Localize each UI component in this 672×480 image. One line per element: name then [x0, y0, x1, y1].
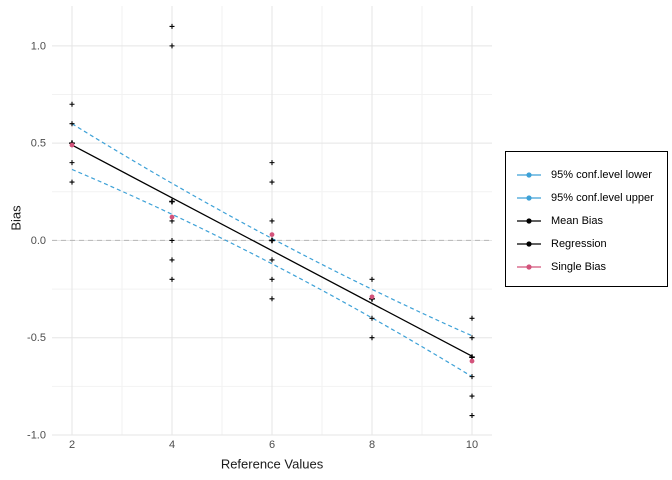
y-axis-title: Bias [8, 205, 24, 231]
single-bias-point [469, 335, 475, 341]
single-bias-point [269, 179, 275, 185]
single-bias-highlight-point [69, 142, 75, 148]
y-tick-label: 1.0 [31, 40, 46, 52]
legend-label: Single Bias [551, 260, 607, 273]
conf-level-lower-line [71, 168, 473, 378]
regression-line [71, 144, 473, 357]
legend-label: 95% conf.level upper [551, 191, 654, 204]
mean-bias-point [169, 198, 175, 205]
single-bias-point [269, 296, 275, 302]
single-bias-point [169, 276, 175, 282]
x-tick-label: 2 [69, 439, 75, 451]
single-bias-point [469, 315, 475, 321]
x-tick-label: 10 [466, 439, 478, 451]
y-tick-label: 0.5 [31, 138, 46, 150]
single-bias-highlight-point [269, 232, 275, 238]
x-tick-label: 8 [369, 439, 375, 451]
legend-key-icon [517, 240, 541, 247]
mean-bias-point [269, 237, 275, 244]
legend-key-icon [517, 194, 541, 201]
legend-item-single-bias: Single Bias [516, 255, 663, 278]
single-bias-point [69, 101, 75, 107]
x-axis-title: Reference Values [220, 456, 324, 472]
conf-level-upper-line [71, 123, 473, 337]
single-bias-point [369, 276, 375, 282]
x-tick-label: 4 [169, 439, 175, 451]
legend-item-95-conf-level-upper: 95% conf.level upper [516, 186, 663, 209]
single-bias-point [69, 160, 75, 166]
y-tick-label: -0.5 [27, 332, 46, 344]
legend-key-icon [517, 217, 541, 224]
single-bias-highlight-point [469, 358, 475, 364]
single-bias-point [269, 218, 275, 224]
single-bias-point [469, 374, 475, 380]
x-tick-label: 6 [269, 439, 275, 451]
legend-label: 95% conf.level lower [551, 168, 652, 181]
single-bias-point [169, 237, 175, 243]
legend-item-mean-bias: Mean Bias [516, 209, 663, 232]
legend-key-icon [517, 263, 541, 270]
single-bias-point [469, 393, 475, 399]
legend: 95% conf.level lower 95% conf.level upper… [505, 151, 668, 287]
single-bias-point [169, 23, 175, 29]
single-bias-point [269, 160, 275, 166]
single-bias-point [269, 276, 275, 282]
single-bias-point [369, 335, 375, 341]
legend-label: Regression [551, 237, 607, 250]
single-bias-point [469, 413, 475, 419]
single-bias-point [269, 257, 275, 263]
legend-item-regression: Regression [516, 232, 663, 255]
legend-label: Mean Bias [551, 214, 603, 227]
single-bias-point [169, 257, 175, 263]
single-bias-point [369, 315, 375, 321]
single-bias-highlight-point [369, 294, 375, 300]
legend-key-icon [517, 171, 541, 178]
single-bias-point [69, 179, 75, 185]
single-bias-point [69, 121, 75, 127]
y-tick-label: -1.0 [27, 430, 46, 442]
y-tick-label: 0.0 [31, 235, 46, 247]
legend-item-95-conf-level-lower: 95% conf.level lower [516, 163, 663, 186]
single-bias-point [169, 43, 175, 49]
single-bias-highlight-point [169, 214, 175, 220]
